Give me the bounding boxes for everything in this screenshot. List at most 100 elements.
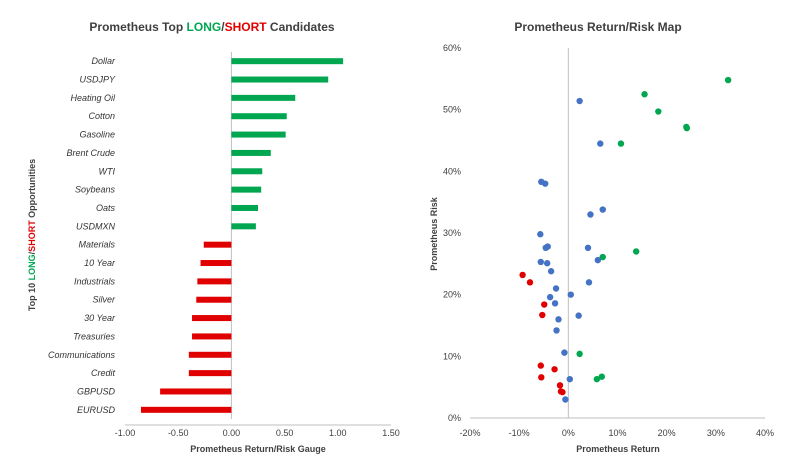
scatter-chart-title: Prometheus Return/Risk Map — [514, 20, 681, 34]
bar-category-label: Materials — [78, 240, 115, 250]
scatter-chart-x-axis-label: Prometheus Return — [576, 444, 660, 454]
bar — [231, 168, 263, 175]
scatter-point-neutral — [599, 206, 606, 213]
bar-category-label: GBPUSD — [77, 386, 116, 396]
scatter-chart-x-ticks: -20% -10% 0% 10% 20% 30% 40% — [459, 428, 774, 438]
scatter-x-tick-label: 0% — [562, 428, 575, 438]
bar-x-tick-label: -1.00 — [115, 428, 136, 438]
bar-category-label: Brent Crude — [66, 148, 115, 158]
bar-category-label: Soybeans — [75, 185, 116, 195]
scatter-point-neutral — [544, 243, 551, 250]
scatter-x-tick-label: 20% — [658, 428, 676, 438]
scatter-point-neutral — [537, 258, 544, 266]
scatter-x-tick-label: 10% — [608, 428, 626, 438]
bar-category-label: 30 Year — [84, 313, 116, 323]
bar-category-label: USDJPY — [79, 75, 116, 85]
bar-chart-bars — [140, 58, 344, 413]
bar-category-label: EURUSD — [77, 405, 116, 415]
bar-x-tick-label: 0.50 — [276, 428, 294, 438]
scatter-point-neutral — [546, 293, 554, 301]
bar — [140, 406, 232, 413]
bar — [231, 76, 329, 83]
bar-x-tick-label: 1.50 — [382, 428, 400, 438]
scatter-point-long — [683, 124, 691, 132]
scatter-chart-y-axis-label: Prometheus Risk — [429, 196, 439, 271]
scatter-point-neutral — [561, 349, 568, 356]
scatter-point-short — [551, 366, 558, 373]
bar-category-label: Industrials — [74, 276, 116, 286]
bar-chart-x-axis-label: Prometheus Return/Risk Gauge — [190, 444, 326, 454]
scatter-y-tick-label: 30% — [443, 228, 461, 238]
bar — [196, 296, 232, 303]
bar-chart-y-axis-label: Top 10 LONG/SHORT Opportunities — [27, 159, 37, 311]
scatter-point-long — [641, 91, 648, 98]
scatter-point-long — [599, 253, 606, 261]
bar-x-tick-label: 1.00 — [329, 428, 347, 438]
scatter-x-tick-label: 40% — [756, 428, 774, 438]
bar — [231, 204, 258, 211]
scatter-point-long — [617, 140, 625, 147]
scatter-point-short — [519, 271, 526, 279]
bar-chart-title: Prometheus Top LONG/SHORT Candidates — [89, 20, 334, 34]
bar — [188, 351, 232, 358]
bar-category-label: USDMXN — [76, 221, 116, 231]
scatter-y-tick-label: 0% — [448, 413, 461, 423]
scatter-point-neutral — [584, 244, 592, 251]
scatter-point-short — [526, 279, 534, 286]
scatter-point-neutral — [555, 316, 562, 323]
scatter-y-tick-label: 10% — [443, 351, 461, 361]
bar — [231, 113, 287, 120]
bar — [231, 94, 296, 101]
scatter-point-neutral — [553, 327, 560, 334]
scatter-point-short — [541, 301, 548, 308]
bar — [200, 260, 232, 267]
scatter-point-neutral — [552, 285, 560, 292]
bar — [203, 241, 232, 248]
scatter-point-neutral — [542, 180, 549, 187]
scatter-point-neutral — [575, 312, 582, 319]
scatter-point-neutral — [547, 268, 555, 275]
scatter-point-neutral — [566, 375, 574, 383]
scatter-chart: Prometheus Return/Risk Map Prometheus Ri… — [429, 20, 774, 454]
scatter-chart-axes — [470, 48, 765, 419]
scatter-point-neutral — [551, 300, 559, 307]
scatter-point-neutral — [585, 279, 593, 286]
scatter-point-neutral — [543, 260, 551, 267]
bar — [231, 186, 262, 193]
scatter-point-short — [556, 382, 564, 389]
scatter-point-long — [724, 76, 732, 84]
scatter-point-long — [655, 108, 662, 115]
bar-x-tick-label: 0.00 — [223, 428, 241, 438]
bar-category-label: Cotton — [88, 111, 115, 121]
scatter-chart-points — [519, 76, 732, 403]
scatter-point-long — [593, 375, 601, 383]
bar — [231, 149, 271, 156]
bar-chart-axes — [125, 52, 391, 426]
scatter-y-tick-label: 60% — [443, 43, 461, 53]
scatter-point-neutral — [587, 211, 594, 218]
bar-chart: Prometheus Top LONG/SHORT Candidates Top… — [27, 20, 400, 454]
bar-x-tick-label: -0.50 — [168, 428, 189, 438]
scatter-y-tick-label: 50% — [443, 105, 461, 115]
bar — [192, 315, 232, 322]
bar-category-label: Oats — [96, 203, 116, 213]
scatter-point-neutral — [537, 231, 544, 238]
scatter-y-tick-label: 20% — [443, 290, 461, 300]
scatter-point-neutral — [597, 140, 604, 147]
scatter-point-neutral — [576, 97, 583, 105]
bar-category-label: Treasuries — [73, 331, 115, 341]
bar — [160, 388, 232, 395]
title-short-word: SHORT — [225, 20, 268, 34]
bar — [197, 278, 232, 285]
scatter-point-long — [598, 373, 605, 380]
bar-category-label: WTI — [99, 166, 116, 176]
scatter-x-tick-label: 30% — [707, 428, 725, 438]
scatter-point-long — [576, 350, 583, 358]
bar-chart-category-labels: Dollar USDJPY Heating Oil Cotton Gasoline Bre… — [48, 56, 116, 415]
bar — [231, 131, 286, 138]
bar-chart-x-ticks: -1.00 -0.50 0.00 0.50 1.00 1.50 — [115, 428, 400, 438]
bar — [231, 58, 344, 65]
scatter-x-tick-label: -10% — [509, 428, 530, 438]
bar — [192, 333, 232, 340]
